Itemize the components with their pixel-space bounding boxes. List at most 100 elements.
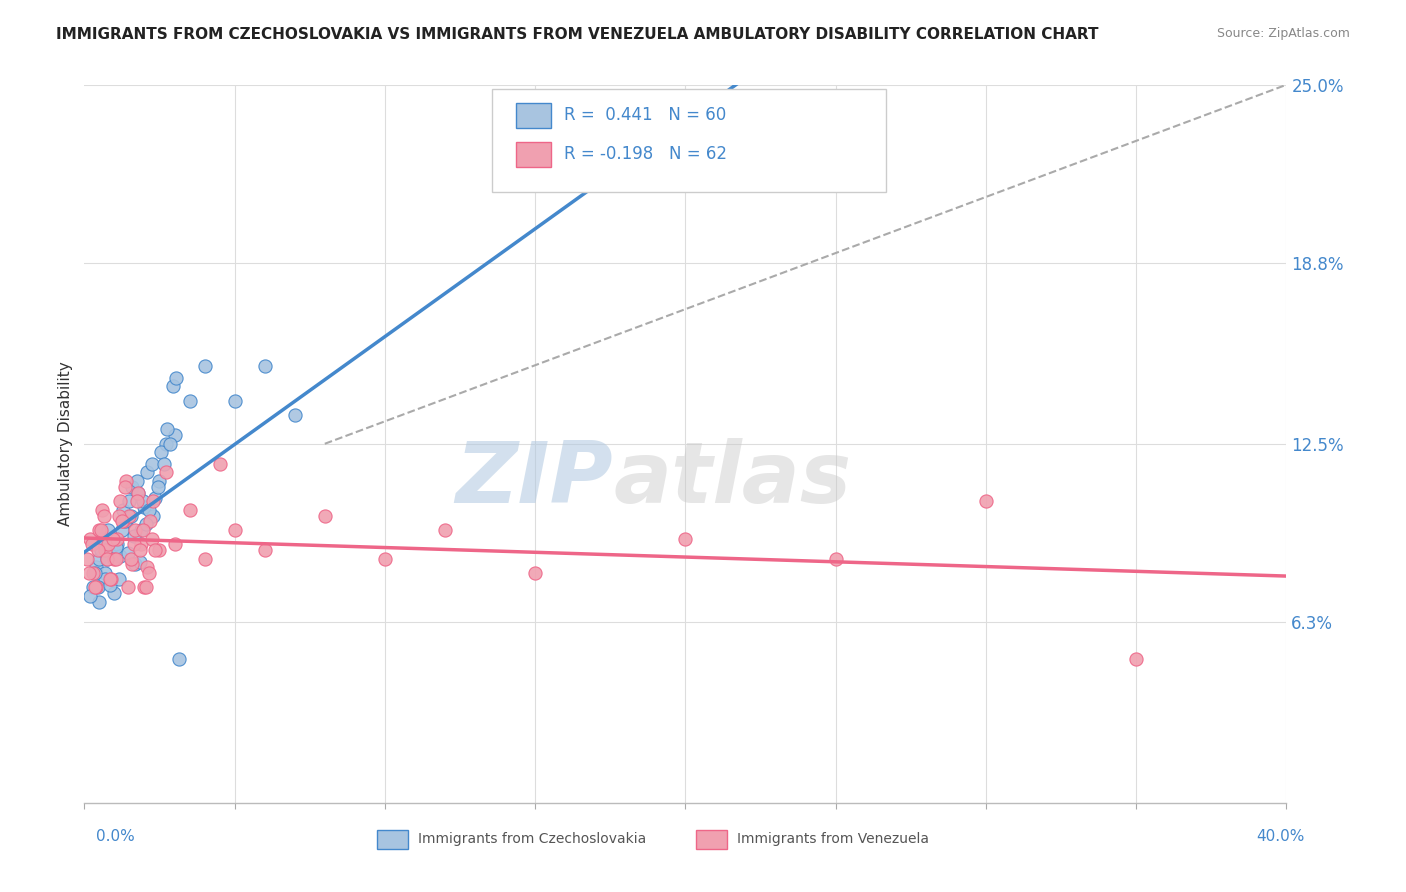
Point — [117, 581, 139, 595]
Point — [374, 551, 396, 566]
Text: Source: ZipAtlas.com: Source: ZipAtlas.com — [1216, 27, 1350, 40]
Point — [143, 543, 166, 558]
Point — [82, 566, 104, 580]
Point — [110, 549, 132, 563]
Point — [87, 543, 110, 558]
Point — [76, 551, 98, 566]
Point — [194, 551, 217, 566]
Point — [97, 523, 120, 537]
Y-axis label: Ambulatory Disability: Ambulatory Disability — [58, 361, 73, 526]
Point — [104, 540, 127, 554]
Point — [134, 500, 156, 514]
Point — [107, 537, 129, 551]
Point — [90, 523, 112, 537]
Point — [138, 566, 160, 580]
Point — [112, 514, 135, 528]
Text: Immigrants from Venezuela: Immigrants from Venezuela — [737, 832, 929, 847]
Point — [98, 577, 121, 591]
Point — [129, 543, 152, 558]
Point — [135, 581, 157, 595]
Point — [97, 537, 120, 551]
Point — [111, 523, 134, 537]
Point — [77, 566, 100, 580]
Point — [253, 543, 276, 558]
Point — [93, 508, 115, 523]
Point — [138, 503, 160, 517]
Point — [118, 494, 141, 508]
Point — [148, 474, 170, 488]
Point — [121, 558, 143, 572]
Point — [108, 572, 131, 586]
Point — [114, 514, 136, 528]
Point — [79, 532, 101, 546]
Point — [110, 494, 132, 508]
Point — [101, 532, 124, 546]
Point — [163, 537, 186, 551]
Point — [139, 514, 162, 528]
Point — [165, 370, 187, 384]
Point — [114, 480, 136, 494]
Point — [162, 379, 184, 393]
Point — [121, 480, 143, 494]
Point — [89, 551, 111, 566]
Point — [118, 508, 141, 523]
Point — [91, 532, 114, 546]
Point — [141, 532, 163, 546]
Point — [82, 581, 104, 595]
Point — [136, 560, 159, 574]
Point — [179, 503, 201, 517]
Point — [94, 572, 117, 586]
Point — [108, 508, 131, 523]
Point — [83, 566, 105, 580]
Point — [120, 508, 142, 523]
Point — [434, 523, 457, 537]
Point — [79, 589, 101, 603]
Point — [112, 503, 135, 517]
Point — [98, 572, 121, 586]
Point — [150, 445, 173, 459]
Text: Immigrants from Czechoslovakia: Immigrants from Czechoslovakia — [418, 832, 645, 847]
Point — [107, 532, 129, 546]
Point — [156, 422, 179, 436]
Point — [148, 543, 170, 558]
Point — [974, 494, 997, 508]
Point — [132, 494, 155, 508]
Text: 0.0%: 0.0% — [96, 830, 135, 844]
Point — [100, 572, 122, 586]
Point — [96, 551, 118, 566]
Point — [284, 408, 307, 422]
Point — [142, 494, 165, 508]
Point — [314, 508, 336, 523]
Point — [132, 523, 155, 537]
Point — [94, 566, 117, 580]
Point — [824, 551, 846, 566]
Point — [87, 581, 110, 595]
Point — [94, 543, 117, 558]
Point — [91, 503, 114, 517]
Point — [131, 537, 153, 551]
Point — [115, 514, 138, 528]
Point — [194, 359, 217, 374]
Point — [115, 474, 138, 488]
Text: R =  0.441   N = 60: R = 0.441 N = 60 — [564, 106, 725, 124]
Point — [131, 523, 153, 537]
Point — [208, 457, 231, 471]
Point — [104, 551, 127, 566]
Point — [120, 551, 142, 566]
Point — [143, 491, 166, 506]
Point — [127, 485, 149, 500]
Point — [675, 532, 697, 546]
Point — [224, 393, 246, 408]
Point — [155, 466, 177, 480]
Point — [83, 581, 105, 595]
Text: IMMIGRANTS FROM CZECHOSLOVAKIA VS IMMIGRANTS FROM VENEZUELA AMBULATORY DISABILIT: IMMIGRANTS FROM CZECHOSLOVAKIA VS IMMIGR… — [56, 27, 1098, 42]
Point — [167, 652, 190, 666]
Point — [163, 428, 186, 442]
Point — [122, 529, 145, 543]
Point — [103, 586, 125, 600]
Point — [96, 551, 118, 566]
Point — [117, 546, 139, 560]
Point — [80, 537, 103, 551]
Point — [253, 359, 276, 374]
Point — [122, 537, 145, 551]
